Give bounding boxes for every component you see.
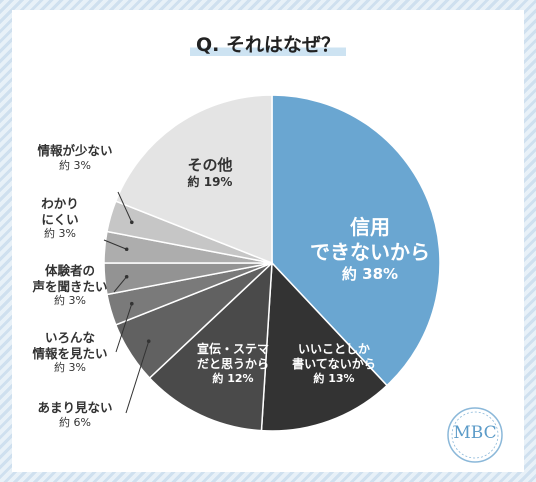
label-senden-line1: 宣伝・ステマ: [196, 342, 269, 356]
leader-line-6: [103, 239, 127, 250]
label-wakarinikui: わかり にくい 約 3%: [20, 196, 100, 241]
label-iikoto-line2: 書いてないから: [292, 357, 376, 371]
label-taikensha-line2: 声を聞きたい: [32, 278, 108, 294]
label-shinyo-pct: 約 38%: [341, 265, 399, 283]
chart-title-text: Q. それはなぜ？: [190, 34, 346, 56]
chart-title: Q. それはなぜ？: [0, 30, 536, 57]
label-shinyo: 信用 できないから 約 38%: [290, 215, 450, 284]
label-ironna-line2: 情報を見たい: [32, 345, 108, 361]
pie-slice-1: [260, 261, 389, 432]
label-shinyo-line1: 信用: [350, 215, 390, 239]
label-amari-line1: あまり見ない: [37, 400, 113, 415]
label-wakarinikui-pct: 約 3%: [44, 227, 76, 241]
label-joho-sukunai-line1: 情報が少ない: [37, 143, 113, 158]
pie-slice-0: [271, 94, 441, 387]
leader-line-4: [115, 303, 133, 353]
leader-dot-3: [146, 339, 151, 344]
label-iikoto: いいことしか 書いてないから 約 13%: [270, 342, 398, 386]
label-sonota-pct: 約 19%: [187, 174, 233, 189]
label-amari: あまり見ない 約 6%: [20, 400, 130, 429]
leader-line-3: [125, 341, 150, 414]
leader-dot-6: [124, 247, 129, 252]
label-iikoto-line1: いいことしか: [297, 342, 370, 356]
label-senden-line2: だと思うから: [196, 357, 269, 371]
label-taikensha-line1: 体験者の: [44, 263, 95, 278]
label-sonota-line1: その他: [187, 156, 233, 174]
label-sonota: その他 約 19%: [160, 156, 260, 190]
leader-line-5: [113, 276, 128, 293]
label-senden-pct: 約 12%: [212, 372, 254, 385]
label-iikoto-pct: 約 13%: [313, 372, 355, 385]
pie-slice-8: [114, 94, 273, 265]
label-taikensha-pct: 約 3%: [54, 294, 86, 308]
label-taikensha: 体験者の 声を聞きたい 約 3%: [18, 263, 122, 308]
leader-dot-4: [129, 301, 134, 306]
mbc-logo-badge: [447, 407, 503, 463]
mbc-logo-text: MBC: [453, 423, 497, 443]
leader-dot-5: [124, 274, 129, 279]
label-amari-pct: 約 6%: [59, 415, 91, 429]
label-wakarinikui-line1: わかり: [41, 196, 79, 211]
label-senden: 宣伝・ステマ だと思うから 約 12%: [180, 342, 286, 386]
label-ironna: いろんな 情報を見たい 約 3%: [18, 330, 122, 375]
label-ironna-line1: いろんな: [44, 330, 95, 345]
leader-line-7: [117, 191, 133, 223]
label-wakarinikui-line2: にくい: [41, 211, 79, 227]
label-ironna-pct: 約 3%: [54, 361, 86, 375]
label-joho-sukunai-pct: 約 3%: [59, 158, 91, 172]
label-joho-sukunai: 情報が少ない 約 3%: [20, 143, 130, 172]
pie-slice-2: [148, 261, 273, 432]
label-shinyo-line2: できないから: [310, 240, 430, 264]
leader-dot-7: [129, 220, 134, 225]
